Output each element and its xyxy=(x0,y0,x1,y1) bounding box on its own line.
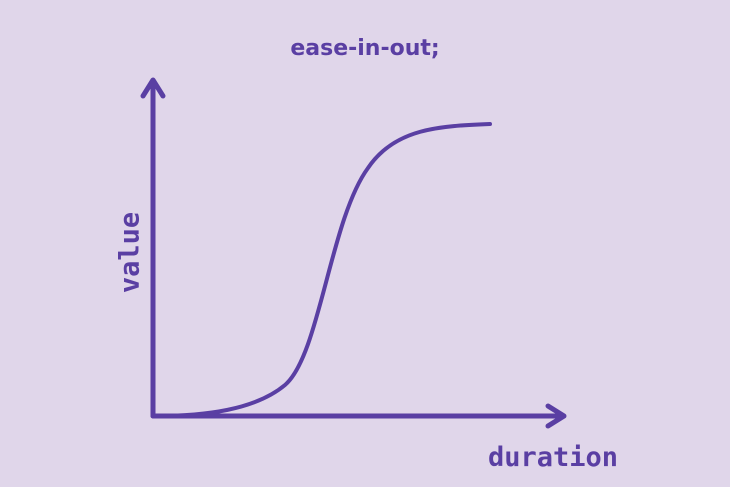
y-axis-label: value xyxy=(114,211,146,294)
diagram-title: ease-in-out; xyxy=(290,36,440,61)
ease-in-out-curve xyxy=(153,122,492,418)
y-axis-arrowhead xyxy=(140,77,166,99)
x-axis-arrowhead xyxy=(545,403,567,429)
x-axis-label: duration xyxy=(488,442,619,473)
